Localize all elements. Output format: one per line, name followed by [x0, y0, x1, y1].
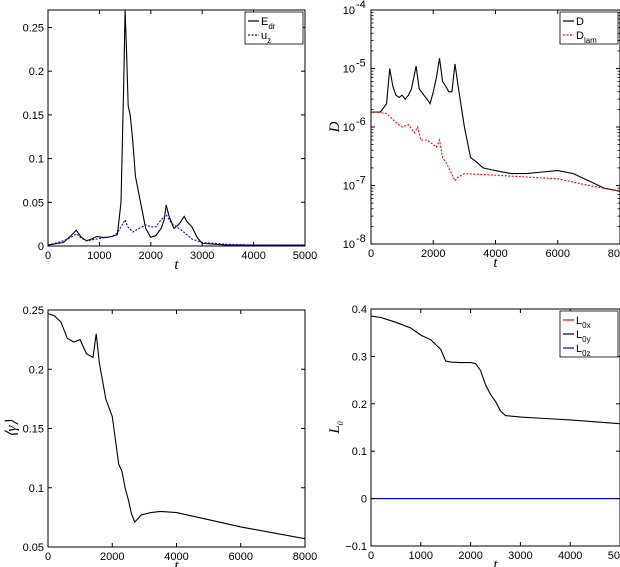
y-tick-label: 0.4	[352, 304, 367, 316]
y-tick-label: 0.1	[29, 154, 44, 166]
axes-frame	[47, 309, 306, 548]
y-tick-label: 0.15	[23, 110, 44, 122]
y-tick-label: 0.2	[29, 364, 44, 376]
x-tick-label: 0	[368, 248, 374, 260]
y-tick-exponent: -6	[356, 116, 366, 128]
legend-label: uz	[261, 30, 271, 45]
x-tick-label: 0	[45, 551, 51, 563]
x-tick-label: 4000	[558, 550, 582, 562]
legend-label: D	[576, 16, 584, 28]
y-tick-label: 10	[343, 239, 355, 251]
x-tick-label: 3000	[190, 250, 214, 262]
y-tick-label: 10	[343, 122, 355, 134]
x-tick-label: 2000	[458, 550, 482, 562]
y-tick-exponent: -5	[356, 58, 366, 70]
y-tick-label: 10	[343, 64, 355, 76]
axes-frame	[370, 9, 620, 245]
axes-frame	[370, 308, 620, 547]
series-line-l0y	[371, 315, 620, 425]
series-line-d	[371, 58, 620, 192]
y-tick-exponent: -8	[356, 233, 366, 245]
y-axis-label: L0	[327, 421, 345, 434]
x-tick-label: 5000	[608, 550, 620, 562]
y-tick-label: 0.3	[352, 351, 367, 363]
y-tick-label: 10	[343, 5, 355, 17]
series-line-main	[48, 313, 305, 540]
y-tick-label: 0	[361, 494, 367, 506]
x-tick-label: 2000	[139, 250, 163, 262]
chart-panel-2: 0200040006000800010-810-710-610-510-4tDD…	[327, 0, 620, 271]
x-tick-label: 4000	[164, 551, 188, 563]
legend-label: Dlam	[576, 30, 597, 45]
y-tick-label: 0	[38, 241, 44, 253]
y-tick-label: −0.1	[345, 541, 367, 553]
legend-label: Edr	[261, 16, 276, 31]
x-axis-label: t	[174, 558, 179, 567]
x-axis-label: t	[493, 557, 498, 567]
x-tick-label: 2000	[421, 248, 445, 260]
y-tick-label: 0.05	[23, 197, 44, 209]
x-tick-label: 8000	[293, 551, 317, 563]
y-tick-label: 0.15	[23, 424, 44, 436]
x-tick-label: 5000	[293, 250, 317, 262]
x-tick-label: 4000	[483, 248, 507, 260]
legend-label: L0y	[576, 329, 591, 344]
y-tick-label: 0.2	[29, 66, 44, 78]
x-tick-label: 8000	[608, 248, 620, 260]
chart-panel-3: 0 2000 4000 6000 8000 0.05 0.1 0.15 0.2 0.25 t ⟨γ⟩	[4, 305, 317, 567]
series-line-edr	[48, 10, 305, 246]
y-tick-exponent: -7	[356, 175, 366, 187]
legend-label: L0z	[576, 343, 591, 358]
x-tick-label: 1000	[409, 550, 433, 562]
y-tick-label: 0.1	[29, 483, 44, 495]
x-tick-label: 1000	[87, 250, 111, 262]
y-tick-label: 0.25	[23, 305, 44, 317]
x-tick-label: 3000	[508, 550, 532, 562]
x-axis-label: t	[493, 255, 498, 271]
x-tick-label: 6000	[229, 551, 253, 563]
y-tick-label: 0.25	[23, 22, 44, 34]
legend-box	[559, 11, 619, 45]
legend-box	[244, 11, 304, 45]
series-line-uz	[48, 213, 305, 246]
x-tick-label: 0	[45, 250, 51, 262]
series-line-dlam	[371, 111, 620, 192]
legend-label: L0x	[576, 315, 591, 330]
x-axis-label: t	[174, 257, 179, 273]
y-tick-label: 0.2	[352, 399, 367, 411]
x-tick-label: 4000	[241, 250, 265, 262]
y-tick-label: 0.05	[23, 542, 44, 554]
chart-panel-4: 010002000300040005000−0.100.10.20.30.4tL…	[327, 304, 620, 567]
chart-panel-1: 0 1000 2000 3000 4000 5000 0 0.05 0.1 0.15 0.2 0.25…	[23, 9, 317, 273]
y-axis-label: ⟨γ⟩	[4, 420, 20, 438]
x-tick-label: 0	[368, 550, 374, 562]
y-tick-label: 0.1	[352, 446, 367, 458]
y-tick-exponent: -4	[356, 0, 366, 11]
x-tick-label: 2000	[100, 551, 124, 563]
axes-frame	[47, 9, 306, 247]
y-axis-label: D	[327, 121, 343, 133]
y-tick-label: 10	[343, 181, 355, 193]
x-tick-label: 6000	[546, 248, 570, 260]
